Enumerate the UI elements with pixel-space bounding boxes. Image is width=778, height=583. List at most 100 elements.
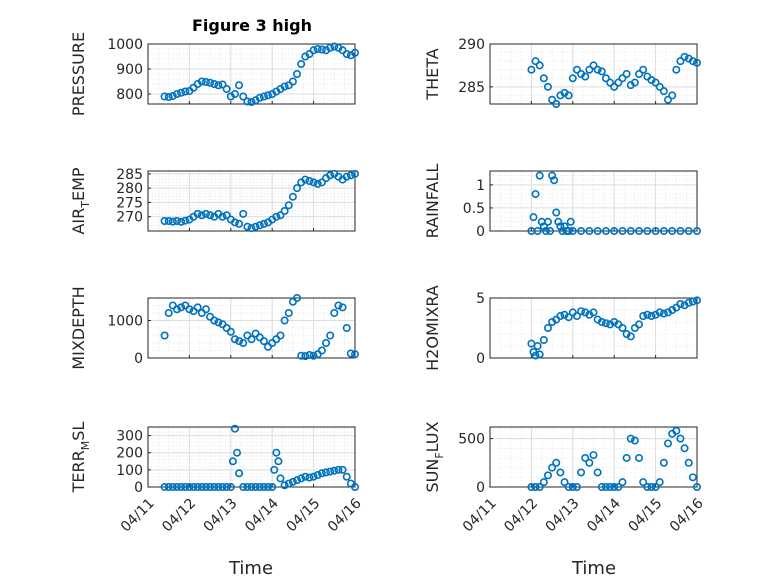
axes-box bbox=[147, 426, 356, 488]
data-point bbox=[317, 469, 326, 478]
data-point bbox=[529, 213, 538, 222]
data-point bbox=[247, 482, 256, 491]
data-point bbox=[293, 70, 302, 79]
data-point bbox=[651, 227, 660, 236]
data-point bbox=[322, 338, 331, 347]
y-axis-label-tail: EMP bbox=[69, 167, 88, 201]
data-point bbox=[177, 303, 186, 312]
data-point bbox=[552, 208, 561, 217]
data-point bbox=[243, 482, 252, 491]
data-point bbox=[564, 482, 573, 491]
data-point bbox=[626, 332, 635, 341]
data-point bbox=[577, 227, 586, 236]
data-point bbox=[326, 331, 335, 340]
data-point bbox=[659, 227, 668, 236]
data-point bbox=[531, 351, 540, 360]
data-point bbox=[568, 74, 577, 83]
data-point bbox=[305, 473, 314, 482]
x-tick-label: 04/12 bbox=[501, 495, 541, 535]
y-axis-label: H2OMIXRA bbox=[423, 285, 442, 371]
y-axis-label-subscript: M bbox=[79, 441, 92, 451]
data-point bbox=[272, 212, 281, 221]
data-point bbox=[589, 61, 598, 70]
data-point bbox=[546, 227, 555, 236]
data-point bbox=[177, 217, 186, 226]
data-point bbox=[247, 335, 256, 344]
subplot-8: 0 500 04/11 04/12 04/13 04/14 04/15 04/16 SUNFLU… bbox=[423, 421, 707, 535]
data-point bbox=[684, 227, 693, 236]
data-point bbox=[639, 65, 648, 74]
data-point bbox=[313, 470, 322, 479]
data-point bbox=[239, 209, 248, 218]
data-point bbox=[309, 46, 318, 55]
data-point bbox=[680, 52, 689, 61]
data-point bbox=[251, 482, 260, 491]
subplot-5: 0 1000 MIXDEPTH bbox=[69, 286, 359, 370]
data-point bbox=[264, 482, 273, 491]
x-tick-label: 04/11 bbox=[118, 495, 158, 535]
data-point bbox=[317, 346, 326, 355]
y-tick-label: 285 bbox=[458, 80, 485, 96]
subplot-1: 800 900 1000 PRESSURE bbox=[69, 32, 359, 116]
y-axis-label: MIXDEPTH bbox=[69, 286, 88, 369]
data-point bbox=[197, 77, 206, 86]
axes-box bbox=[147, 43, 356, 105]
data-point bbox=[635, 453, 644, 462]
data-point bbox=[533, 227, 542, 236]
data-point bbox=[201, 305, 210, 314]
data-point bbox=[235, 469, 244, 478]
data-point bbox=[168, 217, 177, 226]
data-point bbox=[639, 478, 648, 487]
axes-box bbox=[489, 297, 698, 359]
data-point bbox=[228, 457, 237, 466]
y-tick-label: 900 bbox=[116, 62, 143, 78]
data-point bbox=[614, 482, 623, 491]
data-point bbox=[655, 308, 664, 317]
data-point bbox=[692, 482, 701, 491]
data-point bbox=[548, 95, 557, 104]
data-point bbox=[630, 78, 639, 87]
data-point bbox=[577, 307, 586, 316]
data-point bbox=[293, 184, 302, 193]
data-point bbox=[177, 482, 186, 491]
y-tick-label: 0 bbox=[134, 351, 143, 367]
data-point bbox=[581, 453, 590, 462]
data-point bbox=[676, 434, 685, 443]
data-point bbox=[684, 298, 693, 307]
axes-box bbox=[489, 426, 698, 488]
data-point bbox=[226, 482, 235, 491]
y-axis-label-main: THETA bbox=[423, 48, 442, 100]
data-point bbox=[568, 227, 577, 236]
data-point bbox=[305, 350, 314, 359]
data-point bbox=[350, 350, 359, 359]
data-point bbox=[535, 482, 544, 491]
data-point bbox=[531, 482, 540, 491]
data-point bbox=[276, 211, 285, 220]
x-tick-label: 04/12 bbox=[159, 495, 199, 535]
data-point bbox=[564, 91, 573, 100]
x-tick-label: 04/15 bbox=[284, 495, 324, 535]
data-point bbox=[251, 222, 260, 231]
data-point bbox=[230, 90, 239, 99]
data-point bbox=[659, 458, 668, 467]
data-point bbox=[543, 471, 552, 480]
data-point bbox=[164, 482, 173, 491]
data-point bbox=[189, 482, 198, 491]
y-axis-label-main: RAINFALL bbox=[423, 164, 442, 239]
data-point bbox=[593, 227, 602, 236]
data-point bbox=[259, 219, 268, 228]
data-point bbox=[255, 93, 264, 102]
data-point bbox=[618, 74, 627, 83]
data-point bbox=[622, 453, 631, 462]
data-point bbox=[172, 482, 181, 491]
data-point bbox=[589, 451, 598, 460]
y-tick-label: 100 bbox=[116, 463, 143, 479]
data-point bbox=[301, 352, 310, 361]
data-point bbox=[684, 458, 693, 467]
data-point bbox=[651, 482, 660, 491]
x-tick-label: 04/13 bbox=[201, 495, 241, 535]
data-point bbox=[539, 335, 548, 344]
data-point bbox=[218, 482, 227, 491]
data-point bbox=[614, 78, 623, 87]
data-point bbox=[601, 319, 610, 328]
